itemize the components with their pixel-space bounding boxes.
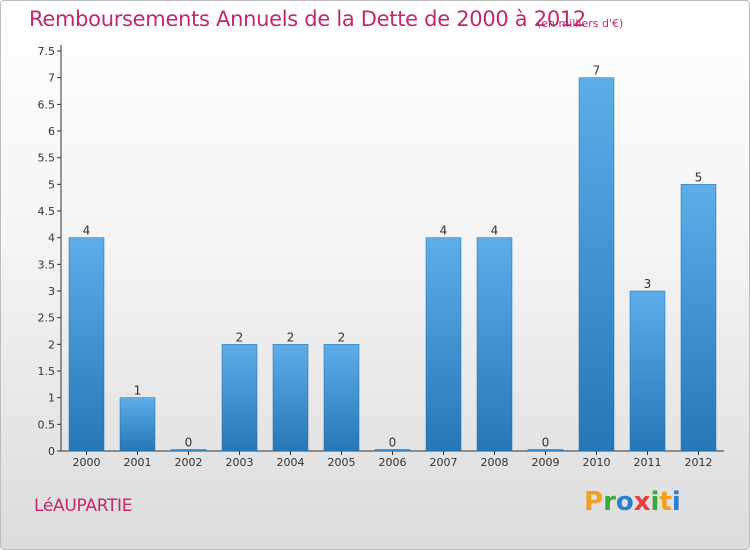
chart-bars	[68, 77, 717, 452]
chart-title: Remboursements Annuels de la Dette de 20…	[29, 7, 586, 31]
data-label-2011: 3	[644, 277, 652, 291]
x-tick-label-2010: 2010	[583, 456, 611, 469]
x-tick-label-2002: 2002	[175, 456, 203, 469]
x-tick-label-2012: 2012	[685, 456, 713, 469]
x-tick-label-2000: 2000	[73, 456, 101, 469]
y-tick-label: 2	[48, 338, 55, 351]
logo-letter: i	[671, 487, 681, 517]
commune-name: LéAUPARTIE	[34, 496, 133, 516]
bar-2000	[68, 237, 105, 452]
x-tick-label-2003: 2003	[226, 456, 254, 469]
chart-subtitle: (en milliers d'€)	[537, 17, 624, 30]
y-tick-label: 6	[48, 125, 55, 138]
y-tick-label: 5.5	[38, 152, 56, 165]
data-label-2009: 0	[542, 436, 550, 450]
bar-2007	[425, 237, 462, 452]
logo-letter: o	[615, 487, 634, 517]
x-tick-label-2005: 2005	[328, 456, 356, 469]
chart-x-ticks: 2000 2001 2002 2003 2004 2005 2006 2007 2008 2009…	[73, 451, 713, 469]
bar-2008	[476, 237, 513, 452]
y-tick-label: 3	[48, 285, 55, 298]
y-tick-label: 4	[48, 232, 55, 245]
data-label-2007: 4	[440, 224, 448, 238]
data-label-2000: 4	[83, 224, 91, 238]
bar-2004	[272, 344, 309, 452]
data-label-2008: 4	[491, 224, 499, 238]
bar-2005	[323, 344, 360, 452]
bar-2012	[680, 184, 717, 452]
data-label-2010: 7	[593, 64, 601, 78]
bar-2009	[527, 449, 564, 452]
y-tick-label: 2.5	[38, 312, 56, 325]
proxiti-logo: Proxiti	[584, 487, 681, 517]
y-tick-label: 5	[48, 178, 55, 191]
y-tick-label: 1	[48, 392, 55, 405]
bar-2002	[170, 449, 207, 452]
data-label-2003: 2	[236, 330, 244, 344]
logo-letter: r	[603, 487, 616, 517]
x-tick-label-2006: 2006	[379, 456, 407, 469]
data-label-2012: 5	[695, 170, 703, 184]
data-label-2004: 2	[287, 330, 295, 344]
bar-2003	[221, 344, 258, 452]
y-tick-label: 0	[48, 445, 55, 458]
x-tick-label-2001: 2001	[124, 456, 152, 469]
bar-2006	[374, 449, 411, 452]
y-tick-label: 7	[48, 72, 55, 85]
y-tick-label: 3.5	[38, 258, 56, 271]
y-tick-label: 6.5	[38, 98, 56, 111]
data-label-2001: 1	[134, 384, 142, 398]
data-label-2006: 0	[389, 436, 397, 450]
chart-axes	[60, 45, 724, 452]
x-tick-label-2011: 2011	[634, 456, 662, 469]
chart-y-ticks: 0 0.5 1 1.5 2 2.5 3 3.5 4 4.5 5 5.5 6 6.5 7 7.5	[38, 45, 61, 458]
bar-2010	[578, 77, 615, 452]
y-tick-label: 4.5	[38, 205, 56, 218]
y-tick-label: 1.5	[38, 365, 56, 378]
bar-2011	[629, 290, 666, 452]
data-label-2005: 2	[338, 330, 346, 344]
logo-letter: i	[650, 487, 660, 517]
bar-2001	[119, 397, 156, 452]
chart-data-labels: 4 1 0 2 2 2 0 4 4 0 7 3 5	[83, 64, 703, 450]
y-tick-label: 7.5	[38, 45, 56, 58]
x-tick-label-2007: 2007	[430, 456, 458, 469]
logo-letter: x	[633, 487, 651, 517]
y-tick-label: 0.5	[38, 418, 56, 431]
x-tick-label-2004: 2004	[277, 456, 305, 469]
x-tick-label-2008: 2008	[481, 456, 509, 469]
data-label-2002: 0	[185, 436, 193, 450]
x-tick-label-2009: 2009	[532, 456, 560, 469]
logo-letter: P	[584, 487, 604, 517]
logo-letter: t	[659, 487, 672, 517]
